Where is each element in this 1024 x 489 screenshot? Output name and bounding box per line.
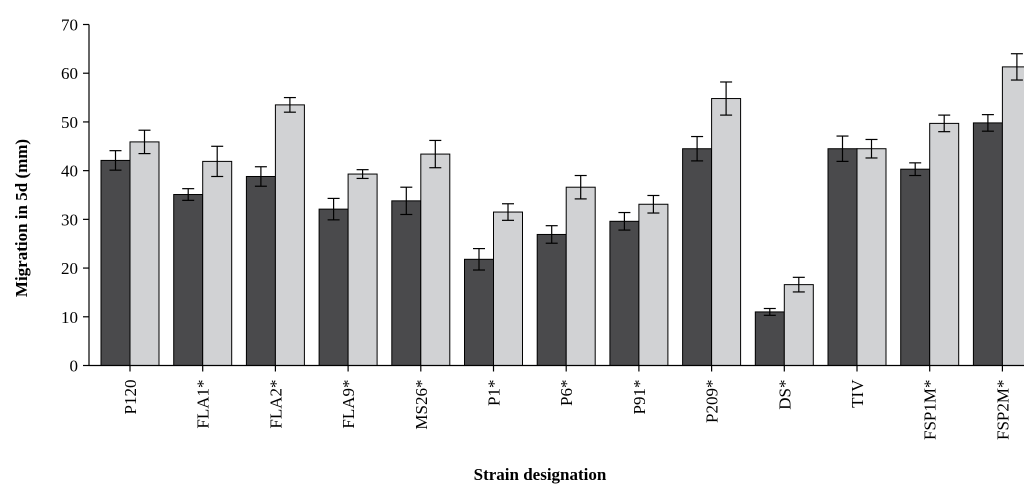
y-tick-label: 0 — [70, 357, 79, 376]
y-tick-label: 10 — [61, 308, 78, 327]
category-label: DS* — [775, 380, 794, 410]
category-label: FLA9* — [339, 380, 358, 429]
bar — [318, 208, 349, 366]
bar — [100, 159, 131, 366]
labels-layer: 0 10 20 30 40 50 60 70 P120 FLA1* FLA2* FLA9* MS26* P… — [61, 16, 1012, 440]
bar — [565, 186, 596, 366]
y-tick-label: 40 — [61, 162, 78, 181]
x-axis-title: Strain designation — [474, 465, 607, 484]
category-label: FSP1M* — [921, 380, 940, 440]
bar — [129, 141, 160, 366]
bar — [682, 148, 713, 366]
bar — [347, 173, 378, 366]
bar — [638, 203, 669, 366]
bar — [754, 311, 785, 366]
axes-layer — [83, 23, 1024, 372]
bar — [929, 122, 960, 366]
bar — [420, 153, 451, 366]
bar — [856, 148, 887, 366]
bar — [464, 258, 494, 366]
bar — [274, 104, 305, 366]
bar — [1001, 66, 1024, 366]
bar — [972, 122, 1003, 366]
category-label: TIV — [848, 379, 867, 408]
bar — [827, 148, 858, 366]
y-tick-label: 30 — [61, 210, 78, 229]
category-label: FLA1* — [194, 380, 213, 429]
bar — [609, 220, 640, 366]
category-label: MS26* — [412, 380, 431, 430]
y-tick-label: 20 — [61, 259, 78, 278]
bar — [391, 200, 422, 366]
y-tick-label: 50 — [61, 113, 78, 132]
bars-layer — [100, 66, 1024, 366]
category-label: P209* — [703, 380, 722, 423]
category-label: P1* — [485, 380, 504, 406]
bar — [245, 175, 276, 366]
bar — [783, 284, 814, 366]
category-label: P6* — [557, 380, 576, 406]
bar — [173, 194, 204, 366]
y-tick-label: 60 — [61, 64, 78, 83]
category-label: P91* — [630, 380, 649, 415]
bar — [202, 160, 233, 366]
bar — [900, 168, 931, 366]
bar — [711, 98, 742, 366]
bar — [493, 211, 523, 366]
bar — [536, 233, 567, 366]
y-tick-label: 70 — [61, 16, 78, 35]
error-bars-layer — [109, 53, 1023, 316]
y-axis-title: Migration in 5d (mm) — [12, 139, 31, 297]
category-label: P120 — [121, 380, 140, 415]
category-label: FSP2M* — [993, 380, 1012, 440]
category-label: FLA2* — [266, 380, 285, 429]
